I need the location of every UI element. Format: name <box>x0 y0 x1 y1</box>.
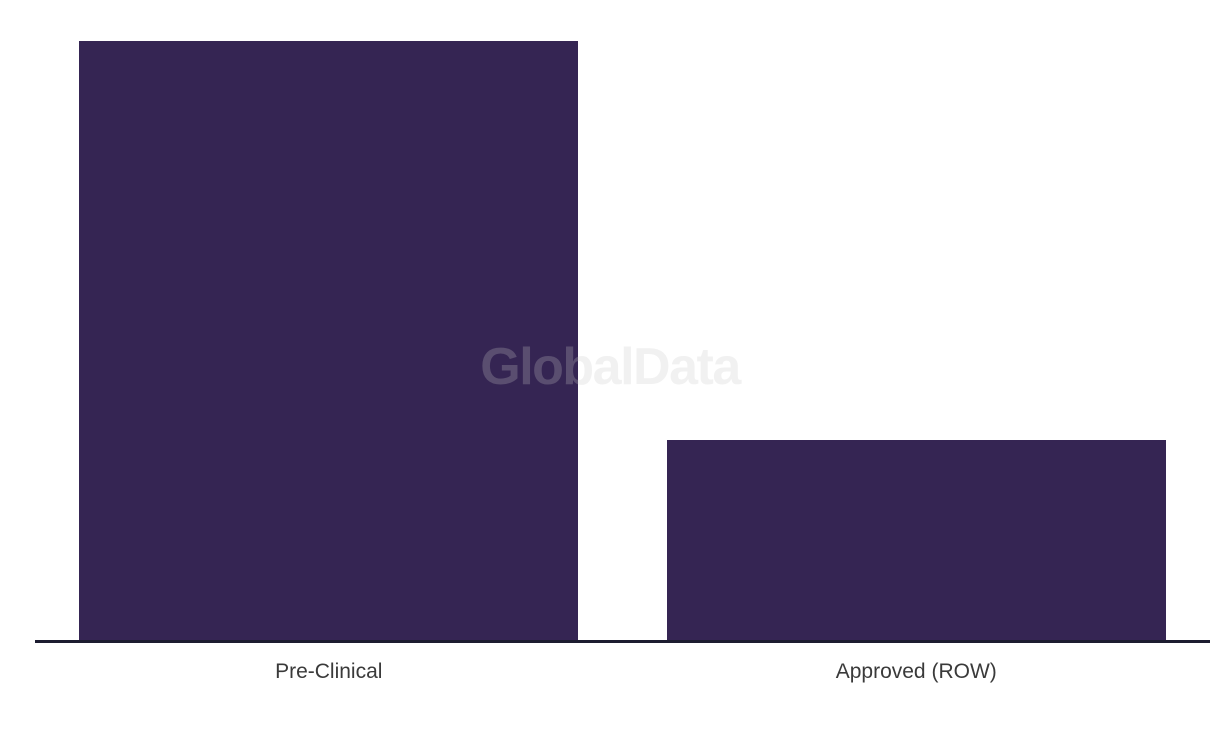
bar-approved-row[interactable] <box>666 440 1166 640</box>
x-axis-labels: Pre-Clinical Approved (ROW) <box>35 659 1210 685</box>
x-axis-line <box>35 640 1210 643</box>
plot-area <box>35 41 1210 640</box>
bar-slot <box>623 41 1211 640</box>
x-axis-label: Approved (ROW) <box>835 660 997 683</box>
bar-pre-clinical[interactable] <box>79 41 579 640</box>
x-axis-label: Pre-Clinical <box>275 660 383 683</box>
bar-slot <box>35 41 623 640</box>
